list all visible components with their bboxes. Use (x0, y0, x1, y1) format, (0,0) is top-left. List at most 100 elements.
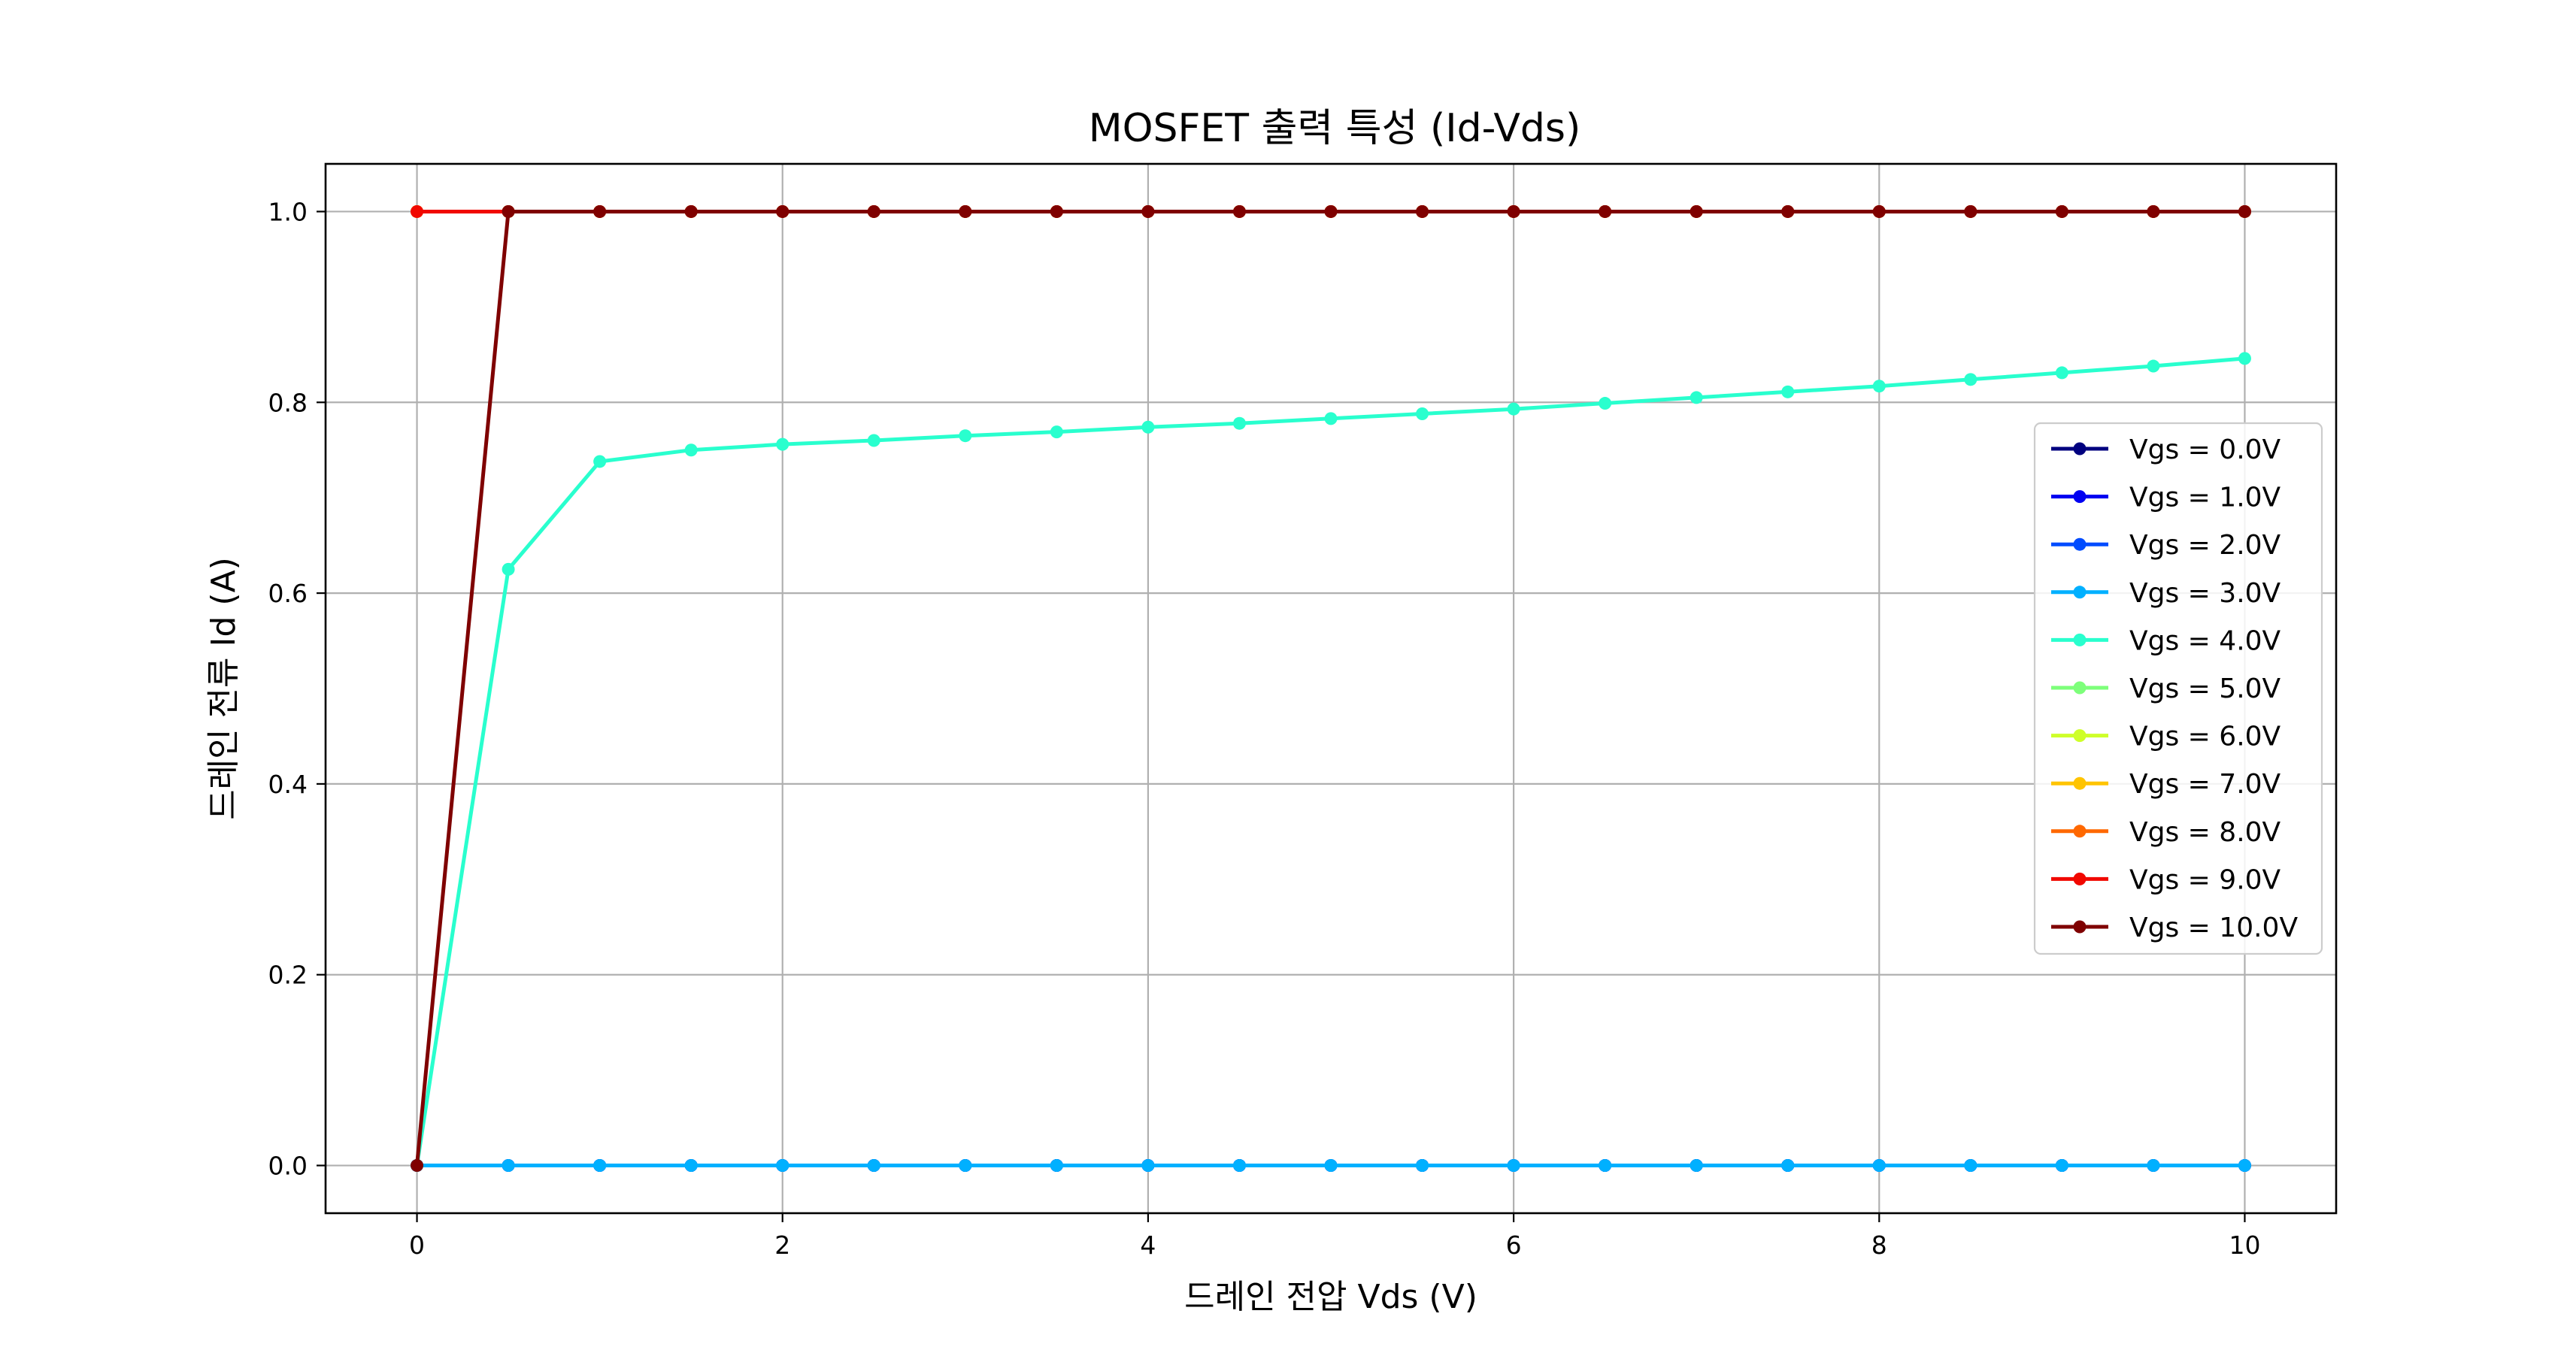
data-point (1964, 373, 1977, 386)
data-point (1599, 204, 1612, 218)
legend-swatch-marker (2073, 872, 2087, 885)
x-tick-label: 0 (409, 1230, 425, 1260)
data-point (1872, 204, 1886, 218)
legend-label: Vgs = 4.0V (2129, 625, 2281, 656)
data-point (684, 204, 698, 218)
data-point (1324, 204, 1338, 218)
legend-label: Vgs = 5.0V (2129, 673, 2281, 704)
data-point (959, 1159, 972, 1173)
data-point (1781, 204, 1795, 218)
data-point (776, 1159, 789, 1173)
legend-label: Vgs = 1.0V (2129, 483, 2281, 513)
legend-swatch-marker (2073, 776, 2087, 790)
data-point (776, 437, 789, 451)
x-tick-label: 8 (1871, 1230, 1887, 1260)
legend-swatch-marker (2073, 825, 2087, 838)
series-3 (411, 1159, 2251, 1173)
data-point (502, 204, 515, 218)
y-tick-label: 0.4 (268, 770, 308, 799)
legend-label: Vgs = 2.0V (2129, 530, 2281, 561)
data-point (1690, 204, 1703, 218)
data-point (1050, 204, 1063, 218)
data-point (2055, 204, 2068, 218)
data-point (2147, 359, 2160, 373)
legend-swatch-marker (2073, 442, 2087, 456)
legend-item: Vgs = 2.0V (2051, 530, 2281, 561)
data-point (867, 1159, 880, 1173)
data-point (1781, 1159, 1795, 1173)
data-point (1416, 204, 1429, 218)
data-point (1964, 1159, 1977, 1173)
data-point (959, 204, 972, 218)
data-point (1507, 402, 1520, 416)
x-tick-label: 10 (2229, 1230, 2260, 1260)
data-point (1141, 420, 1155, 434)
data-point (2238, 352, 2251, 365)
data-point (1599, 1159, 1612, 1173)
data-point (1324, 412, 1338, 425)
data-point (1781, 385, 1795, 398)
legend-item: Vgs = 0.0V (2051, 434, 2281, 465)
data-point (502, 562, 515, 576)
y-axis: 0.0 0.2 0.4 0.6 0.8 1.0 (268, 197, 326, 1181)
y-axis-label: 드레인 전류 Id (A) (205, 557, 243, 820)
data-point (502, 1159, 515, 1173)
data-point (2238, 204, 2251, 218)
legend-label: Vgs = 10.0V (2129, 913, 2298, 943)
data-point (1416, 407, 1429, 421)
data-point (684, 443, 698, 457)
legend-item: Vgs = 8.0V (2051, 817, 2281, 848)
data-point (867, 204, 880, 218)
data-point (1141, 204, 1155, 218)
legend: Vgs = 0.0V Vgs = 1.0V Vgs = 2.0V Vgs = 3.0V… (2033, 422, 2323, 955)
y-tick-label: 0.6 (268, 579, 308, 608)
data-point (593, 455, 607, 468)
x-axis-label: 드레인 전압 Vds (V) (1184, 1278, 1477, 1316)
legend-swatch-marker (2073, 537, 2087, 551)
legend-item: Vgs = 10.0V (2051, 913, 2298, 943)
data-point (1416, 1159, 1429, 1173)
y-tick-label: 0.8 (268, 388, 308, 417)
legend-item: Vgs = 9.0V (2051, 864, 2281, 895)
data-point (593, 1159, 607, 1173)
legend-item: Vgs = 3.0V (2051, 578, 2281, 609)
legend-label: Vgs = 6.0V (2129, 722, 2281, 752)
legend-label: Vgs = 7.0V (2129, 769, 2281, 800)
data-point (1507, 204, 1520, 218)
legend-swatch-marker (2073, 729, 2087, 743)
y-tick-label: 0.0 (268, 1152, 308, 1181)
data-point (776, 204, 789, 218)
x-axis: 0 2 4 6 8 10 (409, 1213, 2260, 1260)
x-tick-label: 2 (774, 1230, 790, 1260)
data-point (411, 1159, 424, 1173)
data-point (1232, 416, 1246, 430)
data-point (1964, 204, 1977, 218)
data-point (1232, 204, 1246, 218)
legend-item: Vgs = 5.0V (2051, 673, 2281, 704)
data-point (959, 429, 972, 443)
data-point (1599, 397, 1612, 410)
legend-item: Vgs = 7.0V (2051, 769, 2281, 800)
data-point (1232, 1159, 1246, 1173)
data-point (2055, 1159, 2068, 1173)
series-layer (411, 204, 2251, 1173)
legend-label: Vgs = 8.0V (2129, 817, 2281, 848)
plot-frame (324, 162, 2338, 1215)
data-point (1324, 1159, 1338, 1173)
legend-swatch-marker (2073, 490, 2087, 504)
data-point (2238, 1159, 2251, 1173)
legend-swatch-marker (2073, 681, 2087, 695)
data-point (593, 204, 607, 218)
y-tick-label: 0.2 (268, 961, 308, 990)
legend-label: Vgs = 0.0V (2129, 434, 2281, 465)
legend-item: Vgs = 4.0V (2051, 625, 2281, 656)
data-point (2147, 204, 2160, 218)
data-point (1141, 1159, 1155, 1173)
legend-label: Vgs = 3.0V (2129, 578, 2281, 609)
legend-swatch-marker (2073, 633, 2087, 646)
legend-box (2033, 422, 2323, 955)
data-point (1050, 425, 1063, 439)
data-point (2055, 366, 2068, 380)
data-point (411, 204, 424, 218)
